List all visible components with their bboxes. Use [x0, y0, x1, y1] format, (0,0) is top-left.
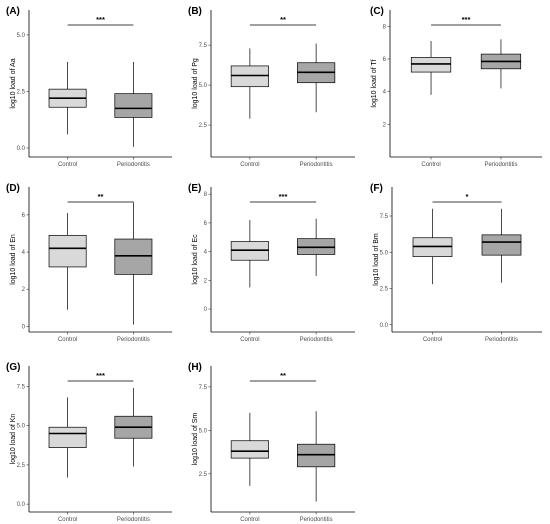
panel-e: (E) log10 load of Ec 0 2 4 6 8 Control Periodont…	[188, 183, 355, 343]
box-control	[230, 440, 269, 459]
panel-label: (G)	[6, 362, 20, 373]
significance-stars: ***	[96, 15, 105, 24]
panel-label: (B)	[188, 6, 202, 17]
y-tick-label: 5.0	[17, 33, 26, 39]
x-tick-label: Periodontitis	[485, 337, 518, 343]
y-tick-label: 0.0	[17, 146, 26, 152]
x-tick-label: Control	[240, 337, 259, 343]
significance-stars: ***	[96, 371, 105, 380]
y-tick-label: 5.0	[380, 250, 389, 256]
box-control	[410, 57, 452, 73]
y-axis-title: log10 load of Sm	[192, 413, 199, 466]
x-tick-label: Periodontitis	[117, 337, 150, 343]
box-periodontitis	[114, 93, 153, 118]
x-tick-label: Control	[58, 517, 77, 523]
x-tick-label: Control	[240, 517, 259, 523]
panel-f: (F) log10 load of Bm 0.0 2.5 5.0 7.5 Control Pe…	[370, 183, 542, 343]
significance-stars: ***	[462, 15, 471, 24]
x-tick-label: Periodontitis	[117, 517, 150, 523]
y-tick-label: 4	[22, 250, 26, 256]
significance-stars: *	[466, 192, 469, 201]
y-tick-label: 0.0	[380, 323, 389, 329]
y-tick-label: 7.5	[199, 43, 208, 49]
y-tick-label: 8	[204, 192, 208, 198]
y-tick-label: 6	[204, 221, 208, 227]
box-periodontitis	[297, 443, 336, 468]
x-tick-label: Control	[240, 162, 259, 168]
panel-c: (C) log10 load of Tf 2 4 6 8 Control Periodonti…	[370, 6, 542, 168]
significance-stars: **	[98, 192, 104, 201]
box-periodontitis	[114, 238, 153, 275]
panel-g: (G) log10 load of Kn 0.0 2.5 5.0 7.5 Control Pe…	[6, 362, 172, 523]
y-tick-label: 2	[383, 122, 387, 128]
panel-label: (E)	[188, 183, 201, 194]
x-tick-label: Control	[423, 337, 442, 343]
y-axis-title: log10 load of Pg	[192, 58, 199, 109]
y-tick-label: 8	[383, 24, 387, 30]
y-tick-label: 6	[22, 213, 26, 219]
x-tick-label: Periodontitis	[117, 162, 150, 168]
panel-label: (A)	[6, 6, 20, 17]
y-tick-label: 5.0	[17, 424, 26, 430]
y-axis-title: log10 load of Kn	[10, 414, 17, 465]
panel-h: (H) log10 load of Sm2.5 5.0 7.5 Control Perio…	[188, 362, 355, 523]
x-tick-label: Periodontitis	[484, 162, 517, 168]
significance-stars: **	[280, 15, 286, 24]
y-tick-label: 0.0	[17, 502, 26, 508]
y-axis-title: log10 load of Aa	[10, 58, 17, 108]
panel-label: (F)	[370, 183, 383, 194]
y-tick-label: 7.5	[199, 385, 208, 391]
y-tick-label: 0	[204, 307, 208, 313]
y-tick-label: 5.0	[199, 428, 208, 434]
box-control	[48, 426, 87, 448]
y-tick-label: 2.5	[17, 463, 26, 469]
x-tick-label: Control	[58, 162, 77, 168]
panel-label: (C)	[370, 6, 384, 17]
x-tick-label: Control	[421, 162, 440, 168]
y-tick-label: 5.0	[199, 83, 208, 89]
x-tick-label: Periodontitis	[300, 337, 333, 343]
panel-b: (B) log10 load of Pg 2.5 5.0 7.5 Control Perio…	[188, 6, 355, 168]
y-axis-title: log10 load of Tf	[371, 59, 378, 107]
x-tick-label: Periodontitis	[300, 162, 333, 168]
y-tick-label: 0	[22, 324, 26, 330]
y-tick-label: 6	[383, 57, 387, 63]
x-tick-label: Periodontitis	[300, 517, 333, 523]
x-tick-label: Control	[58, 337, 77, 343]
y-tick-label: 2.5	[199, 472, 208, 478]
y-tick-label: 2.5	[380, 287, 389, 293]
box-periodontitis	[481, 234, 522, 256]
significance-stars: ***	[279, 192, 288, 201]
y-tick-label: 4	[204, 250, 208, 256]
panel-d: (D) log10 load of En 0 2 4 6 Control Periodonti…	[6, 183, 172, 343]
y-tick-label: 2	[204, 278, 208, 284]
significance-stars: **	[280, 371, 286, 380]
y-axis-title: log10 load of Bm	[373, 233, 380, 286]
panel-label: (H)	[188, 362, 202, 373]
y-tick-label: 2	[22, 287, 26, 293]
box-control	[48, 234, 87, 268]
y-axis-title: log10 load of Ec	[192, 234, 199, 285]
panel-label: (D)	[6, 183, 20, 194]
y-tick-label: 2.5	[17, 89, 26, 95]
panel-a: (A) log10 load of Aa 0.0 2.5 5.0 Control Perio…	[6, 6, 172, 168]
y-axis-title: log10 load of En	[10, 234, 17, 285]
y-tick-label: 4	[383, 90, 387, 96]
y-tick-label: 2.5	[199, 123, 208, 129]
y-tick-label: 7.5	[17, 384, 26, 390]
y-tick-label: 7.5	[380, 214, 389, 220]
